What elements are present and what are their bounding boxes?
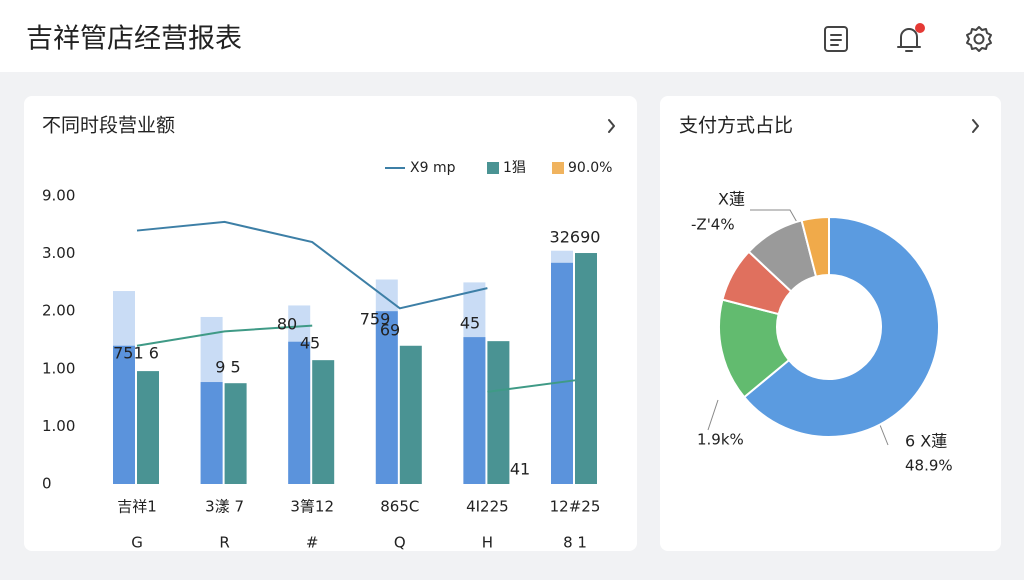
y-tick-label: 1.00 [42, 417, 75, 435]
data-label: 41 [510, 460, 530, 479]
bar [487, 341, 510, 484]
y-tick-label: 3.00 [42, 244, 75, 262]
card-title: 支付方式占比 [679, 115, 793, 137]
bar [224, 383, 247, 484]
data-label: 751 6 [113, 344, 159, 363]
x-tick-label: 12#25 [550, 498, 601, 516]
bar [551, 262, 573, 484]
page-title: 吉祥管店经营报表 [26, 24, 242, 55]
data-label: 32690 [550, 228, 601, 247]
report-icon[interactable] [824, 26, 848, 52]
card-title: 不同时段营业额 [42, 115, 175, 137]
bar [288, 341, 311, 484]
pie-slice [742, 215, 940, 438]
data-label: 759 [360, 310, 391, 329]
legend-marker [487, 162, 499, 174]
notification-icon[interactable] [897, 23, 925, 52]
header-bar [0, 0, 1024, 72]
y-tick-label: 0 [42, 475, 52, 493]
bar [399, 345, 422, 484]
x-tick-label: 4I225 [466, 498, 509, 516]
line [136, 324, 576, 393]
legend-marker [552, 162, 564, 174]
x-sublabel: H [482, 534, 493, 552]
slice-label: 6 X蓮 [905, 432, 947, 451]
slice-annotation: -Z'4% [691, 216, 735, 234]
legend-label: X9 mp [410, 160, 456, 176]
x-tick-label: 865C [380, 498, 419, 516]
line [136, 220, 488, 310]
slice-annotation: 1.9k% [697, 431, 744, 449]
slice-annotation: 48.9% [905, 457, 953, 475]
legend-label: 90.0% [568, 160, 612, 176]
settings-icon[interactable] [966, 26, 992, 52]
pie-slice [800, 215, 830, 278]
slice-label: X蓮 [718, 190, 745, 209]
data-label: 69 [380, 321, 400, 340]
chevron[interactable] [972, 119, 979, 133]
x-tick-label: 3漾 7 [205, 498, 244, 516]
bar [312, 360, 335, 484]
data-label: 80 [277, 315, 297, 334]
data-label: 45 [460, 314, 480, 333]
bar [575, 253, 597, 484]
data-label: 9 5 [215, 358, 240, 377]
legend-label: 1猖 [503, 160, 526, 176]
x-tick-label: 吉祥1 [117, 498, 157, 516]
bar [113, 345, 135, 484]
data-label: 45 [300, 334, 320, 353]
bar [463, 337, 486, 484]
y-tick-label: 2.00 [42, 302, 75, 320]
bar [375, 311, 398, 484]
x-sublabel: G [131, 534, 143, 552]
payment-card [660, 96, 1001, 551]
y-tick-label: 9.00 [42, 187, 75, 205]
x-sublabel: R [219, 534, 229, 552]
x-sublabel: # [306, 534, 319, 552]
x-sublabel: Q [394, 534, 406, 552]
pie-leaders [707, 209, 889, 446]
y-tick-label: 1.00 [42, 359, 75, 377]
bar [200, 382, 223, 484]
bar [137, 371, 159, 484]
x-sublabel: 8 1 [563, 534, 587, 552]
chevron[interactable] [608, 119, 615, 133]
x-tick-label: 3箐12 [290, 498, 334, 516]
